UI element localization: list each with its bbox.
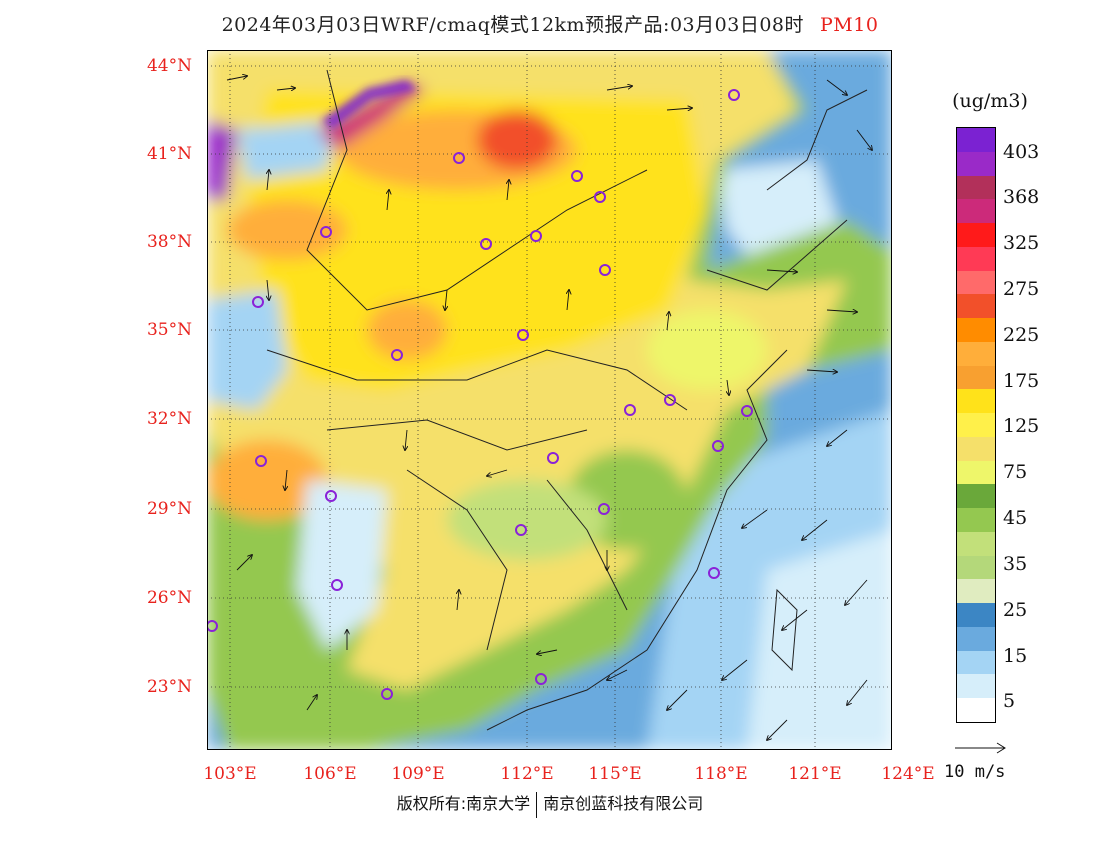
- legend-label: 25: [1003, 599, 1028, 621]
- legend-swatch: [957, 698, 995, 723]
- legend-label: 368: [1003, 186, 1040, 208]
- legend-swatch: [957, 531, 995, 557]
- legend-swatch: [957, 365, 995, 390]
- lat-label: 23°N: [146, 677, 192, 697]
- legend-swatch: [957, 650, 995, 675]
- legend-label: 275: [1003, 278, 1040, 300]
- pollutant-label: PM10: [820, 14, 879, 36]
- lon-label: 106°E: [303, 764, 357, 784]
- legend-label: 225: [1003, 324, 1040, 346]
- legend-label: 125: [1003, 415, 1040, 437]
- legend-label: 45: [1003, 507, 1028, 529]
- lon-label: 121°E: [788, 764, 842, 784]
- lon-label: 115°E: [588, 764, 642, 784]
- legend-swatch: [957, 223, 995, 248]
- lat-label: 29°N: [146, 499, 192, 519]
- legend-swatch: [957, 508, 995, 533]
- copyright-left: 版权所有:南京大学: [396, 794, 531, 813]
- lat-label: 41°N: [146, 144, 192, 164]
- legend-swatch: [957, 413, 995, 438]
- concentration-field: [207, 50, 892, 750]
- lat-label: 26°N: [146, 588, 192, 608]
- lon-label: 109°E: [391, 764, 445, 784]
- copyright-right: 南京创蓝科技有限公司: [543, 794, 704, 813]
- copyright-divider: [536, 791, 538, 818]
- legend-swatch: [957, 389, 995, 414]
- lon-label: 124°E: [881, 764, 935, 784]
- legend-swatch: [957, 318, 995, 343]
- chart-title: 2024年03月03日WRF/cmaq模式12km预报产品:03月03日08时 P…: [0, 10, 1100, 37]
- legend-label: 403: [1003, 141, 1040, 163]
- legend-swatch: [957, 341, 995, 367]
- lon-label: 112°E: [500, 764, 554, 784]
- legend-swatch: [957, 294, 995, 319]
- legend-swatch: [957, 270, 995, 295]
- legend-label: 325: [1003, 232, 1040, 254]
- lat-label: 32°N: [146, 409, 192, 429]
- legend-swatch: [957, 436, 995, 462]
- lon-label: 118°E: [694, 764, 748, 784]
- legend-swatch: [957, 484, 995, 509]
- color-legend: [956, 127, 996, 723]
- wind-vectors: [226, 76, 872, 740]
- wind-scale-arrow: [955, 742, 1006, 754]
- legend-swatch: [957, 626, 995, 652]
- legend-label: 75: [1003, 461, 1028, 483]
- legend-label: 35: [1003, 553, 1028, 575]
- legend-swatch: [957, 460, 995, 485]
- legend-swatch: [957, 128, 995, 153]
- title-main: 2024年03月03日WRF/cmaq模式12km预报产品:03月03日08时: [221, 14, 804, 36]
- lon-label: 103°E: [203, 764, 257, 784]
- legend-swatch: [957, 674, 995, 699]
- wind-scale-label: 10 m/s: [944, 762, 1006, 782]
- legend-label: 15: [1003, 645, 1028, 667]
- legend-swatch: [957, 579, 995, 604]
- lat-label: 38°N: [146, 232, 192, 252]
- city-markers: [207, 89, 753, 700]
- legend-swatch: [957, 603, 995, 628]
- high-pollution-band: [322, 80, 417, 130]
- legend-unit: (ug/m3): [952, 90, 1028, 112]
- legend-swatch: [957, 199, 995, 224]
- lat-lon-grid: [207, 50, 892, 750]
- legend-label: 175: [1003, 370, 1040, 392]
- lat-label: 35°N: [146, 320, 192, 340]
- legend-swatch: [957, 151, 995, 176]
- legend-swatch: [957, 175, 995, 200]
- legend-swatch: [957, 246, 995, 272]
- lat-label: 44°N: [146, 56, 192, 76]
- forecast-map: [207, 50, 892, 750]
- legend-label: 5: [1003, 690, 1016, 712]
- copyright: 版权所有:南京大学 南京创蓝科技有限公司: [0, 790, 1100, 818]
- boundaries: [266, 69, 868, 731]
- legend-swatch: [957, 555, 995, 580]
